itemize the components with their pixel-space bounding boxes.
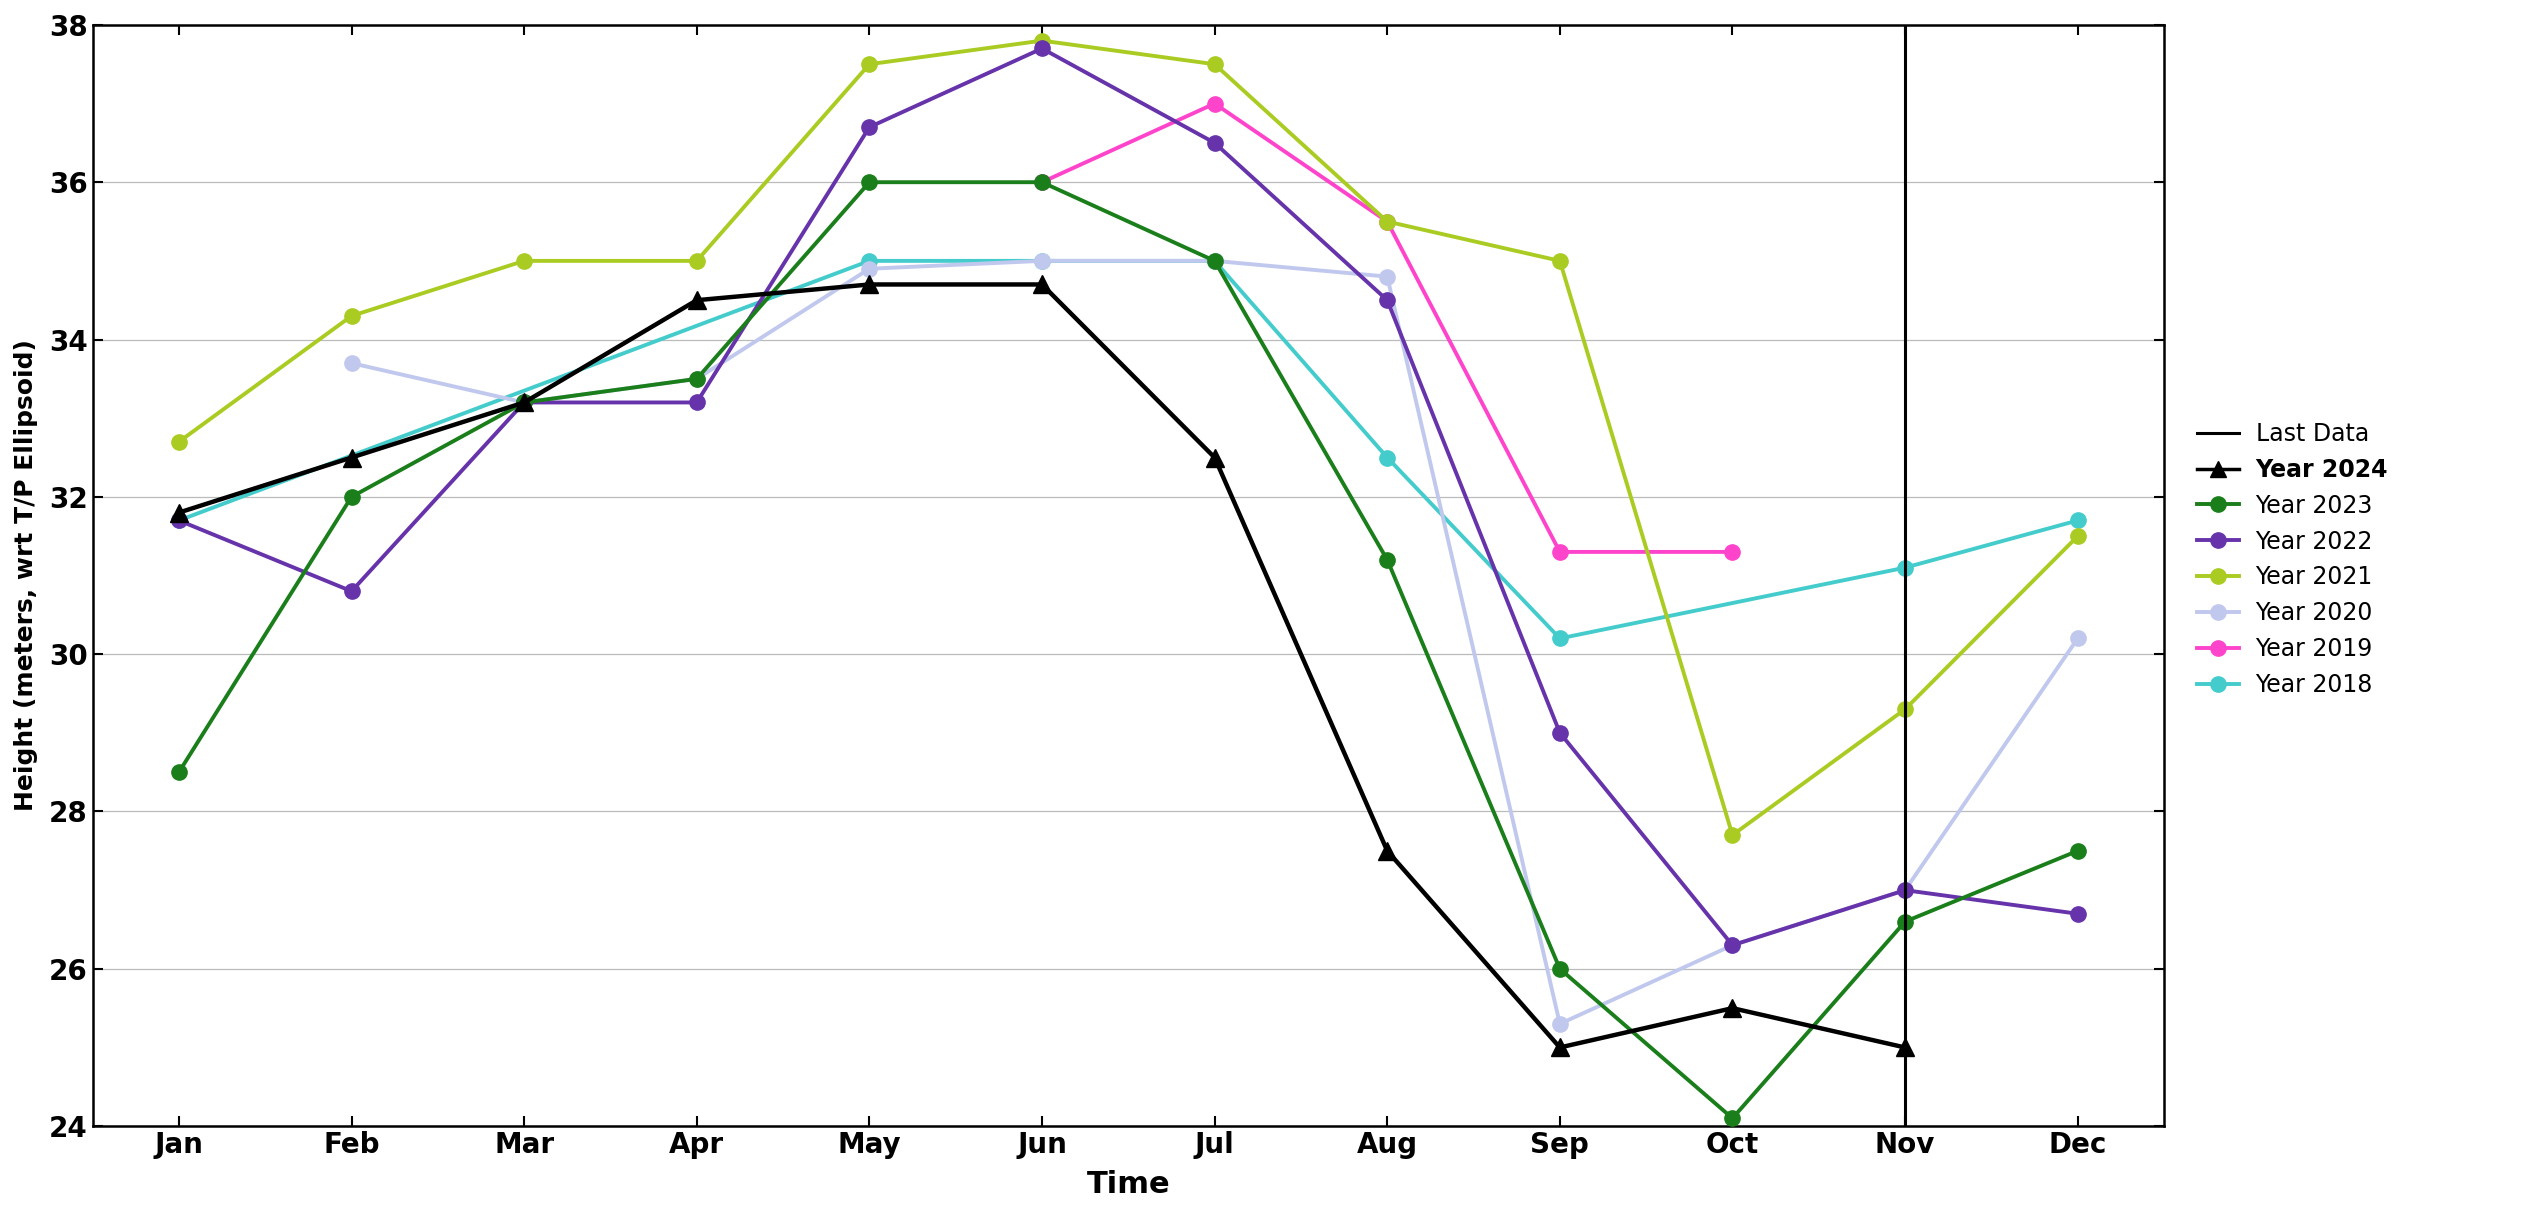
Y-axis label: Height (meters, wrt T/P Ellipsoid): Height (meters, wrt T/P Ellipsoid): [13, 340, 38, 811]
X-axis label: Time: Time: [1086, 1171, 1169, 1200]
Legend: Last Data, Year 2024, Year 2023, Year 2022, Year 2021, Year 2020, Year 2019, Yea: Last Data, Year 2024, Year 2023, Year 20…: [2197, 422, 2389, 696]
